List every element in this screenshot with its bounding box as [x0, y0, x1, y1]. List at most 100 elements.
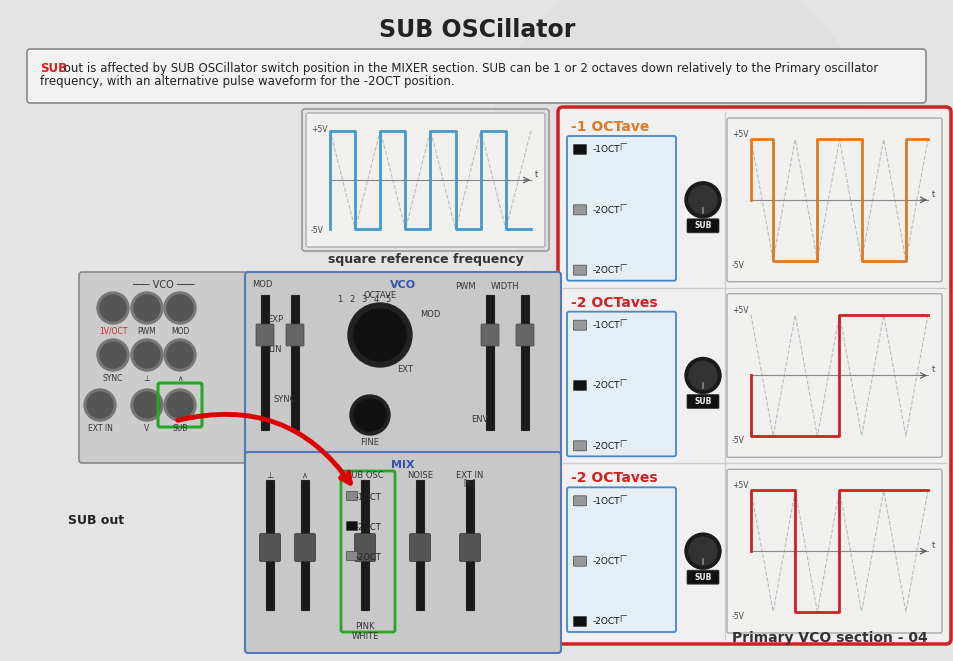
Circle shape	[133, 342, 160, 368]
FancyBboxPatch shape	[726, 293, 941, 457]
Text: 1: 1	[337, 295, 342, 304]
Text: SUB: SUB	[172, 424, 188, 433]
Circle shape	[131, 339, 163, 371]
Text: t: t	[931, 541, 934, 550]
FancyBboxPatch shape	[294, 533, 315, 561]
Text: LIN: LIN	[268, 345, 281, 354]
Text: Γ‾: Γ‾	[618, 319, 626, 328]
Circle shape	[354, 309, 406, 361]
Text: Primary VCO section - 04: Primary VCO section - 04	[732, 631, 927, 645]
Text: -2OCT: -2OCT	[593, 206, 619, 215]
Text: ⊥: ⊥	[266, 471, 274, 480]
FancyBboxPatch shape	[566, 136, 676, 281]
Circle shape	[100, 342, 126, 368]
FancyBboxPatch shape	[573, 441, 586, 451]
Text: MOD: MOD	[419, 310, 439, 319]
Circle shape	[167, 295, 193, 321]
Text: -1 OCTave: -1 OCTave	[571, 120, 649, 134]
FancyBboxPatch shape	[566, 312, 676, 456]
Circle shape	[87, 392, 112, 418]
Text: SUB: SUB	[694, 397, 711, 406]
Text: 3: 3	[361, 295, 366, 304]
Text: SYNC: SYNC	[103, 374, 123, 383]
Text: 1V/OCT: 1V/OCT	[99, 327, 127, 336]
Circle shape	[354, 399, 386, 431]
Text: -5V: -5V	[731, 612, 744, 621]
Circle shape	[97, 292, 129, 324]
Text: -2OCT: -2OCT	[593, 266, 619, 275]
Circle shape	[131, 389, 163, 421]
Circle shape	[100, 295, 126, 321]
Circle shape	[684, 182, 720, 218]
Text: V: V	[144, 424, 150, 433]
Text: Γ‾: Γ‾	[618, 495, 626, 504]
Bar	[261, 295, 269, 430]
Text: FINE: FINE	[360, 438, 379, 447]
FancyBboxPatch shape	[306, 113, 544, 247]
FancyBboxPatch shape	[573, 265, 586, 275]
Circle shape	[664, 265, 953, 595]
Bar	[360, 480, 369, 610]
Text: OCTAVE: OCTAVE	[363, 291, 396, 300]
Text: VCO: VCO	[390, 280, 416, 290]
Bar	[520, 295, 529, 430]
Circle shape	[350, 395, 390, 435]
FancyBboxPatch shape	[573, 556, 586, 566]
Circle shape	[131, 292, 163, 324]
FancyBboxPatch shape	[573, 381, 586, 391]
FancyBboxPatch shape	[409, 533, 430, 561]
Text: -2OCT: -2OCT	[593, 557, 619, 566]
Circle shape	[167, 342, 193, 368]
Text: ENV: ENV	[471, 415, 488, 424]
FancyBboxPatch shape	[726, 469, 941, 633]
FancyBboxPatch shape	[573, 145, 586, 155]
Text: -2OCT: -2OCT	[355, 523, 380, 532]
FancyBboxPatch shape	[259, 533, 280, 561]
Text: +5V: +5V	[731, 305, 748, 315]
Text: SUB OSCillator: SUB OSCillator	[378, 18, 575, 42]
Text: SUB OSC: SUB OSC	[346, 471, 383, 480]
Text: Γ‾: Γ‾	[618, 440, 626, 449]
FancyBboxPatch shape	[346, 492, 357, 500]
Text: SUB: SUB	[694, 221, 711, 230]
Circle shape	[164, 292, 195, 324]
Text: WHITE: WHITE	[351, 632, 378, 641]
Bar	[416, 480, 423, 610]
Text: SUB: SUB	[40, 62, 67, 75]
Circle shape	[684, 533, 720, 569]
Text: EXT IN: EXT IN	[456, 471, 483, 480]
Text: Γ‾: Γ‾	[618, 143, 626, 153]
Bar	[301, 480, 309, 610]
Circle shape	[490, 0, 869, 340]
Text: PWM: PWM	[455, 282, 475, 291]
FancyBboxPatch shape	[726, 118, 941, 282]
Circle shape	[688, 362, 717, 389]
Text: MOD: MOD	[171, 327, 189, 336]
FancyBboxPatch shape	[459, 533, 480, 561]
Text: -5V: -5V	[311, 226, 323, 235]
Text: EXT IN: EXT IN	[88, 424, 112, 433]
FancyBboxPatch shape	[558, 107, 950, 644]
FancyBboxPatch shape	[255, 324, 274, 346]
Text: WIDTH: WIDTH	[490, 282, 518, 291]
Circle shape	[97, 339, 129, 371]
FancyBboxPatch shape	[480, 324, 498, 346]
Text: SUB: SUB	[694, 572, 711, 582]
Text: SUB out: SUB out	[68, 514, 124, 527]
Text: out is affected by SUB OSCillator switch position in the MIXER section. SUB can : out is affected by SUB OSCillator switch…	[60, 62, 878, 75]
Circle shape	[348, 303, 412, 367]
Text: Γ‾: Γ‾	[618, 555, 626, 564]
Circle shape	[688, 186, 717, 214]
Text: ∧: ∧	[177, 374, 183, 383]
Text: frequency, with an alternative pulse waveform for the -2OCT position.: frequency, with an alternative pulse wav…	[40, 75, 455, 88]
FancyBboxPatch shape	[686, 395, 719, 408]
Text: Γ‾: Γ‾	[618, 264, 626, 273]
Bar	[465, 480, 474, 610]
Text: EXT: EXT	[396, 365, 413, 374]
FancyBboxPatch shape	[79, 272, 247, 463]
Circle shape	[167, 392, 193, 418]
FancyBboxPatch shape	[516, 324, 534, 346]
Text: ─── VCO ───: ─── VCO ───	[132, 280, 194, 290]
Text: Γ‾: Γ‾	[618, 379, 626, 389]
FancyBboxPatch shape	[27, 49, 925, 103]
